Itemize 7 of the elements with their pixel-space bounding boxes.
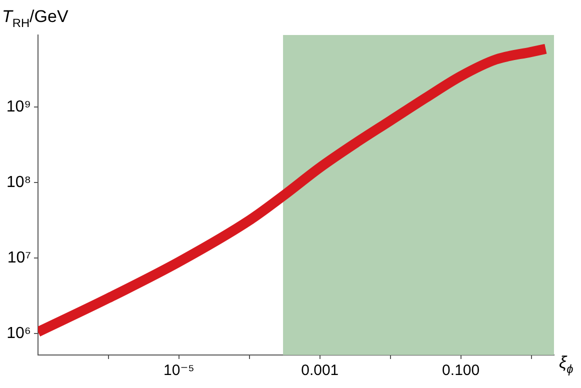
x-tick-label: 10⁻⁵ — [164, 362, 194, 380]
y-tick-label: 10⁷ — [7, 249, 32, 266]
x-tick-label: 0.100 — [442, 362, 480, 380]
y-tick-label: 10⁶ — [6, 324, 31, 342]
y-tick-label: 10⁹ — [6, 98, 31, 116]
y-tick-label: 10⁸ — [6, 174, 31, 191]
x-tick-label: 0.001 — [301, 362, 339, 380]
